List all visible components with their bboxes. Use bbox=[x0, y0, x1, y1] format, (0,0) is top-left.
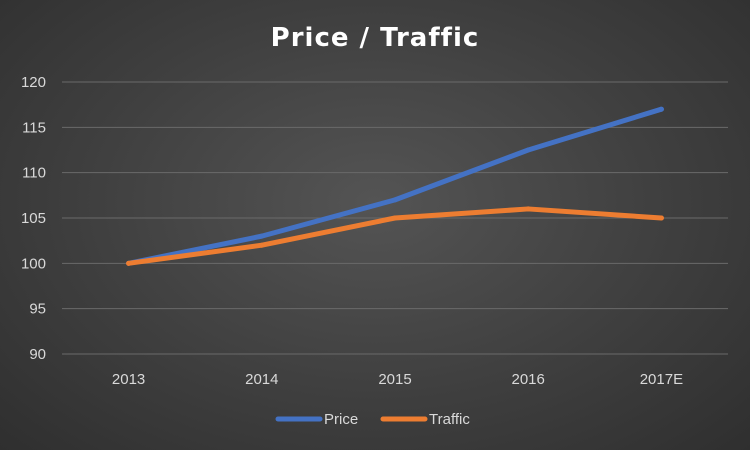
series-lines bbox=[126, 106, 664, 266]
data-point-traffic bbox=[259, 242, 265, 248]
data-point-traffic bbox=[126, 260, 132, 266]
legend-label-traffic: Traffic bbox=[429, 411, 470, 428]
y-tick-label: 90 bbox=[29, 346, 46, 363]
x-tick-label: 2013 bbox=[112, 371, 145, 388]
y-tick-label: 115 bbox=[22, 119, 46, 136]
y-tick-label: 105 bbox=[21, 210, 46, 227]
y-tick-label: 100 bbox=[21, 255, 46, 272]
x-tick-label: 2015 bbox=[378, 371, 411, 388]
x-tick-label: 2014 bbox=[245, 371, 278, 388]
data-point-traffic bbox=[525, 206, 531, 212]
data-point-traffic bbox=[392, 215, 398, 221]
y-tick-label: 110 bbox=[22, 165, 46, 182]
y-axis-tick-labels: 90 95 100 105 110 115 120 bbox=[21, 74, 46, 363]
legend: Price Traffic bbox=[275, 411, 470, 428]
data-point-price bbox=[525, 147, 531, 153]
x-tick-label: 2016 bbox=[512, 371, 545, 388]
x-tick-label: 2017E bbox=[640, 371, 683, 388]
y-tick-label: 120 bbox=[21, 74, 46, 91]
x-axis-tick-labels: 2013 2014 2015 2016 2017E bbox=[112, 371, 683, 388]
y-tick-label: 95 bbox=[29, 301, 46, 318]
data-point-price bbox=[392, 197, 398, 203]
y-gridlines bbox=[62, 81, 728, 355]
legend-label-price: Price bbox=[324, 411, 358, 428]
chart-title: Price / Traffic bbox=[271, 23, 480, 53]
series-line-price bbox=[126, 106, 664, 266]
data-point-price bbox=[259, 233, 265, 239]
data-point-price bbox=[658, 106, 664, 112]
data-point-traffic bbox=[658, 215, 664, 221]
